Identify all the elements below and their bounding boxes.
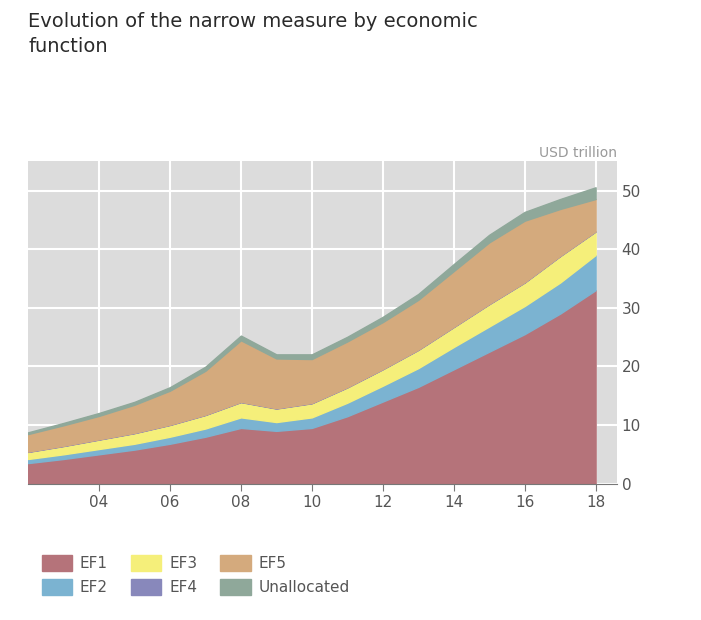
Text: USD trillion: USD trillion (539, 146, 617, 160)
Legend: EF1, EF2, EF3, EF4, EF5, Unallocated: EF1, EF2, EF3, EF4, EF5, Unallocated (36, 549, 355, 601)
Text: Evolution of the narrow measure by economic
function: Evolution of the narrow measure by econo… (28, 12, 478, 56)
